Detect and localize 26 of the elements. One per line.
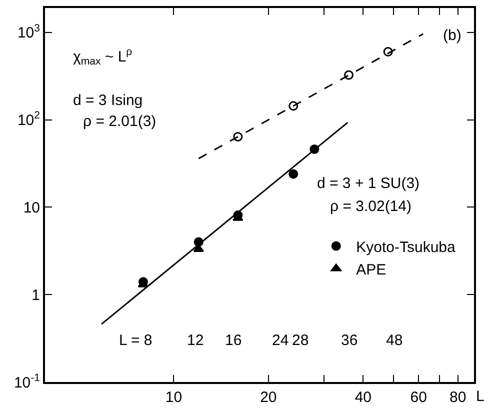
x-tick-label: 60 xyxy=(410,389,427,406)
annotation: d = 3 + 1 SU(3) xyxy=(317,175,420,192)
annotation: 36 xyxy=(341,332,358,349)
annotation: 24 xyxy=(272,332,289,349)
annotation: ρ = 3.02(14) xyxy=(330,198,412,215)
annotation: 48 xyxy=(386,332,403,349)
annotation: L = 8 xyxy=(119,332,152,349)
y-tick-label: 10$^{2}$ xyxy=(17,110,40,130)
annotation: 12 xyxy=(187,332,204,349)
annotation: 16 xyxy=(225,332,242,349)
y-tick-label: 10$^{-1}$ xyxy=(14,372,40,392)
y-tick-label: 1 xyxy=(32,286,40,304)
x-tick-label: 10 xyxy=(165,389,182,406)
x-tick-label: 40 xyxy=(354,389,372,406)
x-axis-title: L xyxy=(476,388,484,405)
x-tick-label: 20 xyxy=(260,389,277,406)
x-tick-label: 80 xyxy=(450,389,466,406)
y-tick-label: 10 xyxy=(23,199,40,216)
y-tick-label: 10$^{3}$ xyxy=(17,22,40,42)
legend-label: Kyoto-Tsukuba xyxy=(356,238,456,256)
annotation: ρ = 2.01(3) xyxy=(83,113,156,130)
annotation: 28 xyxy=(292,332,309,349)
annotation: d = 3 Ising xyxy=(73,92,143,109)
legend-label: APE xyxy=(356,261,386,278)
annotation: χ$_{max}$ ~ L$^{ρ}$ xyxy=(73,46,132,68)
annotation: (b) xyxy=(443,27,462,44)
